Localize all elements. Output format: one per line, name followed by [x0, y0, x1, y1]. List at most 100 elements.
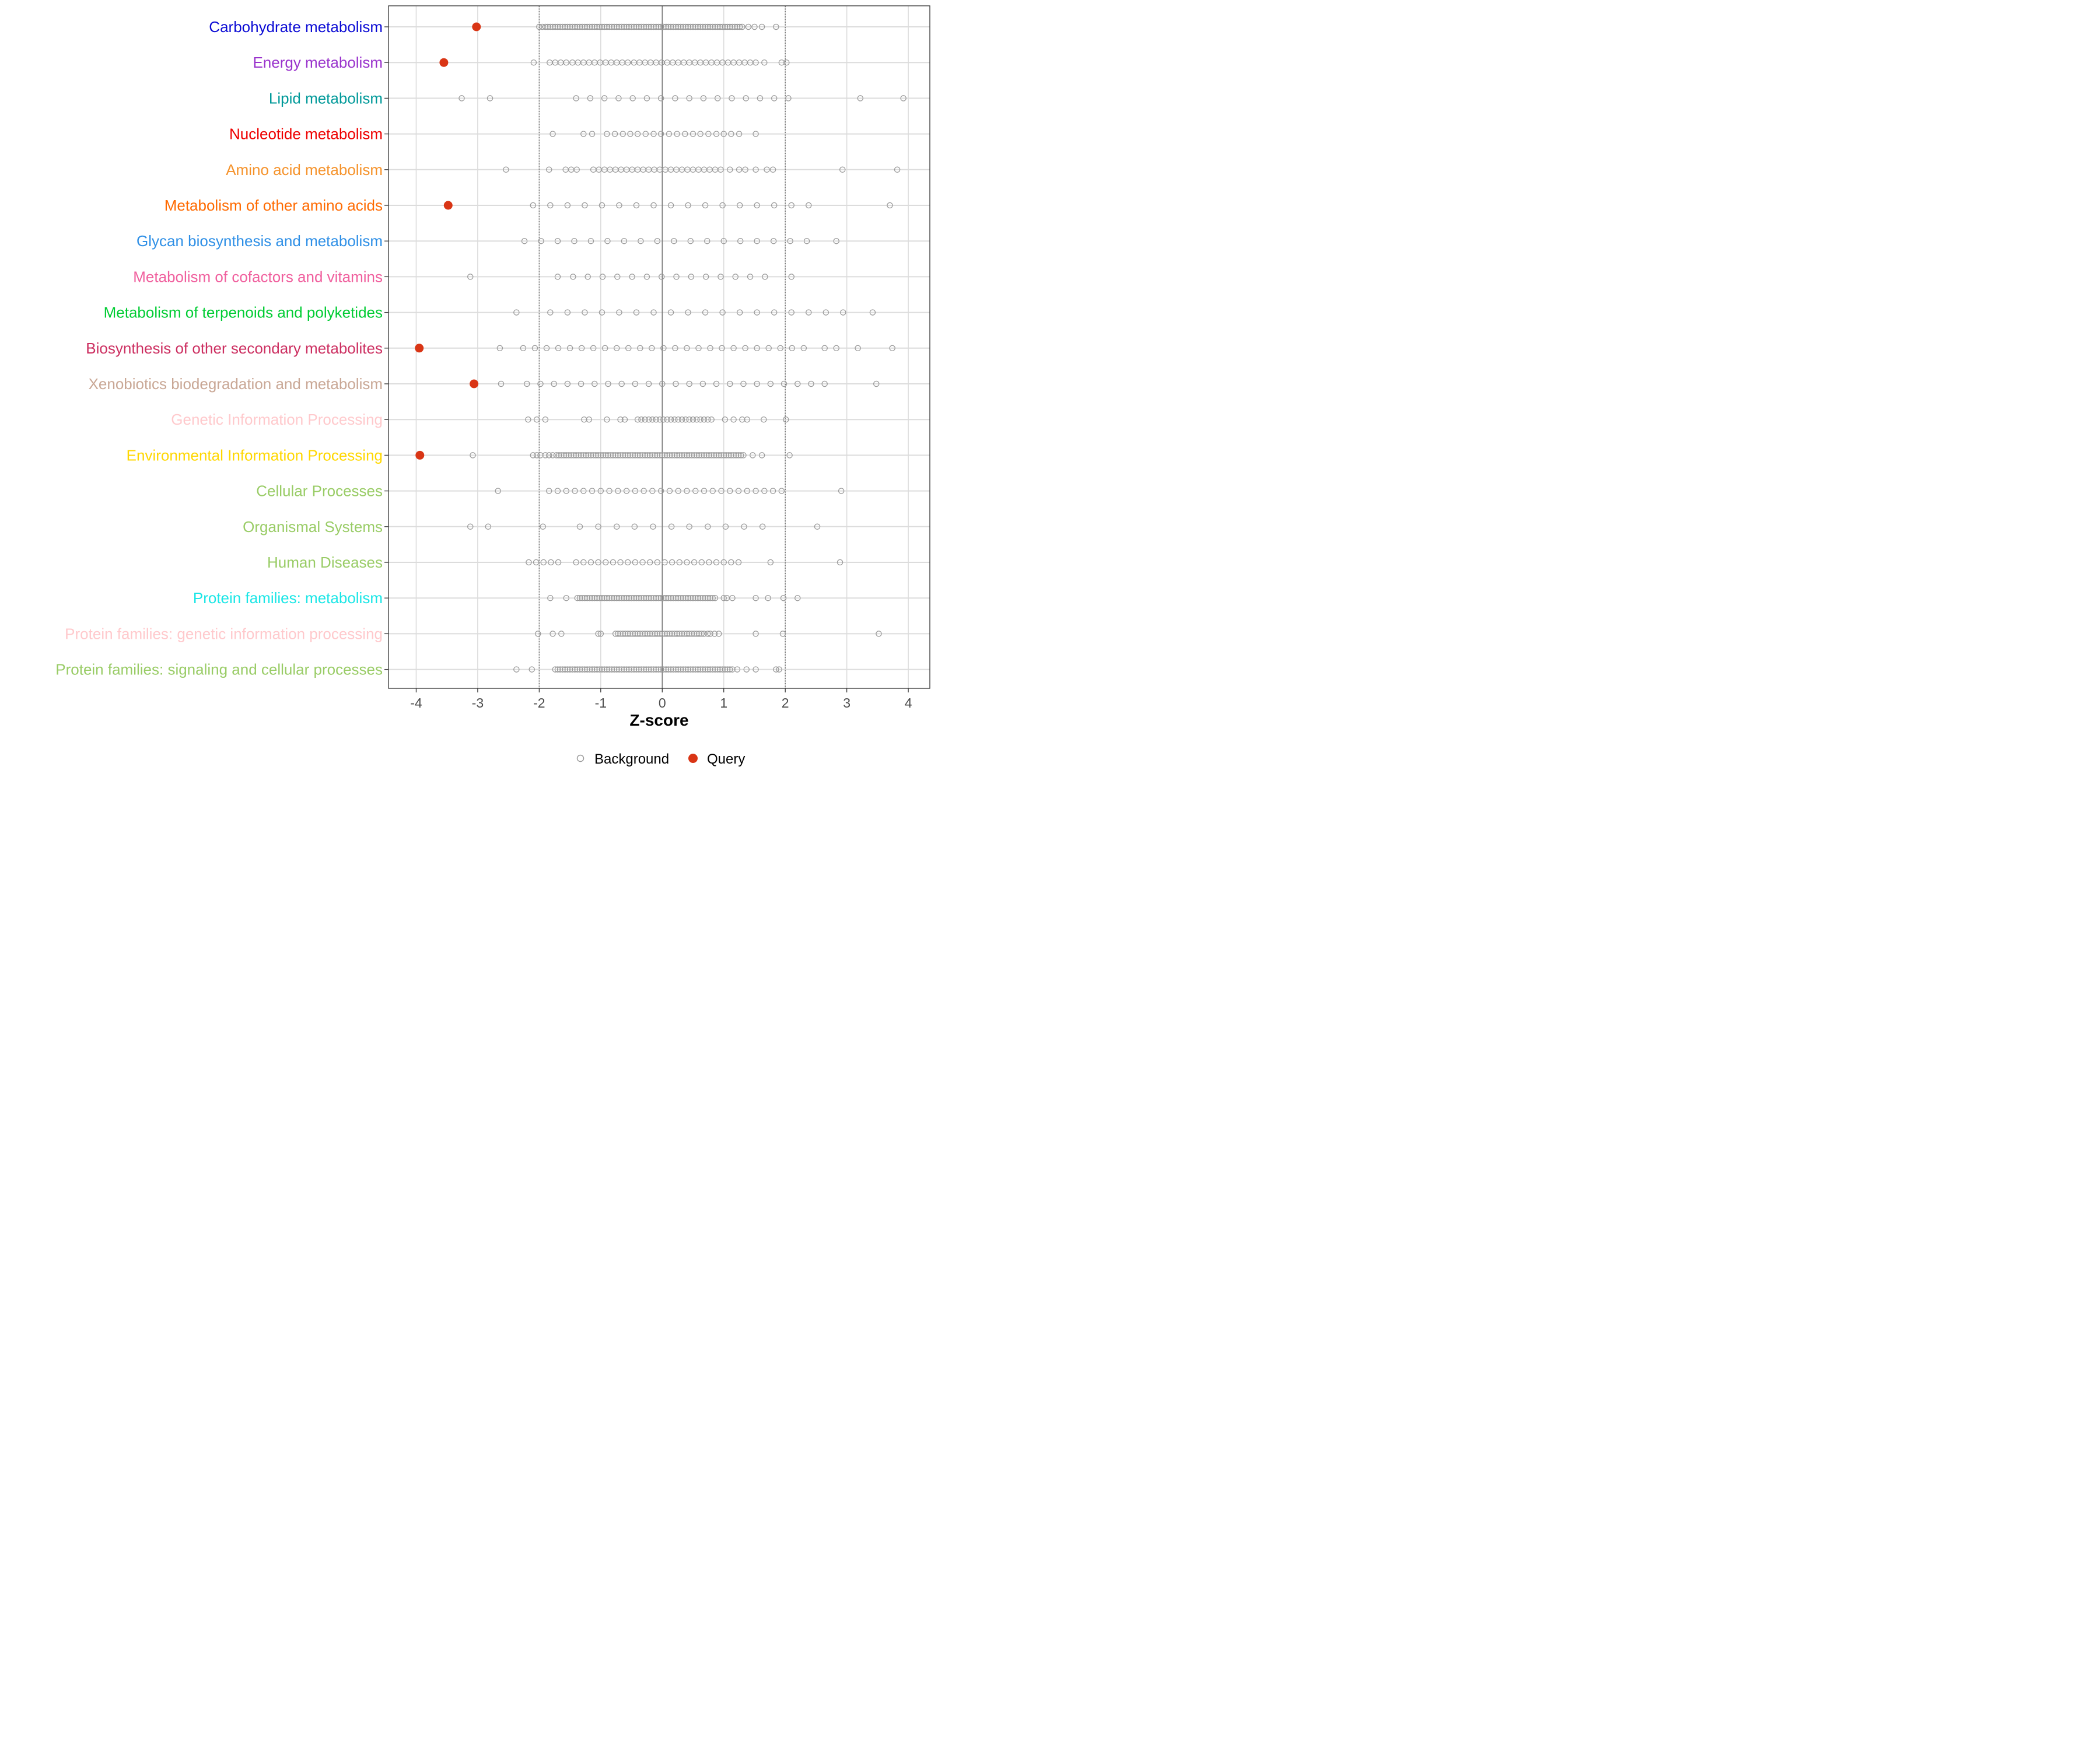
background-point: [729, 594, 736, 601]
background-point: [808, 380, 814, 387]
background-point: [635, 594, 642, 601]
background-point: [761, 59, 768, 66]
background-point: [578, 345, 585, 352]
background-point: [564, 666, 571, 673]
background-point: [754, 309, 760, 316]
background-point: [764, 166, 770, 173]
background-point: [681, 452, 688, 459]
background-point: [765, 345, 772, 352]
background-point: [596, 594, 603, 601]
background-point: [618, 380, 625, 387]
background-point: [582, 309, 588, 316]
background-point: [723, 452, 730, 459]
background-point: [604, 237, 611, 244]
background-point: [729, 23, 736, 30]
background-point: [762, 274, 768, 280]
background-point: [739, 416, 746, 423]
background-point: [620, 131, 626, 137]
background-point: [671, 452, 678, 459]
background-point: [655, 666, 662, 673]
background-point: [674, 452, 680, 459]
background-point: [563, 488, 570, 494]
background-point: [644, 452, 651, 459]
background-point: [686, 631, 692, 637]
background-point: [670, 23, 677, 30]
background-point: [467, 274, 474, 280]
background-point: [686, 95, 692, 102]
background-point: [710, 452, 718, 459]
background-point: [788, 202, 794, 209]
background-point: [698, 452, 705, 459]
background-point: [498, 380, 505, 387]
background-point: [718, 274, 724, 280]
background-point: [643, 594, 650, 601]
background-point: [722, 23, 729, 30]
background-point: [803, 237, 810, 244]
background-point: [696, 452, 702, 459]
background-point: [618, 594, 625, 601]
background-point: [603, 559, 609, 566]
background-point: [645, 23, 652, 30]
background-point: [743, 95, 749, 102]
background-point: [589, 131, 596, 137]
background-point: [620, 631, 626, 637]
background-point: [722, 666, 729, 673]
background-point: [550, 23, 556, 30]
background-point: [730, 416, 737, 423]
background-point: [612, 452, 619, 459]
background-point: [900, 95, 907, 102]
background-point: [833, 237, 839, 244]
background-point: [750, 452, 756, 459]
background-point: [649, 416, 656, 423]
background-point: [587, 95, 594, 102]
background-point: [725, 452, 732, 459]
query-point: [472, 22, 481, 32]
background-point: [713, 559, 720, 566]
background-point: [556, 23, 564, 30]
z-score-dot-plot: -4 -3 -2 -1 0 1 2 3 4 Carbohydrate metabolism Ene…: [55, 5, 930, 767]
background-point: [632, 631, 639, 637]
background-point: [692, 488, 699, 494]
background-point: [699, 666, 706, 673]
background-point: [648, 23, 654, 30]
plot-panel: [388, 5, 930, 689]
background-point: [576, 666, 583, 673]
background-point: [743, 666, 750, 673]
background-point: [697, 131, 704, 137]
background-point: [730, 452, 737, 459]
background-point: [678, 416, 685, 423]
background-point: [620, 452, 626, 459]
background-point: [548, 559, 554, 566]
background-point: [606, 666, 612, 673]
background-point: [533, 416, 540, 423]
background-point: [675, 488, 681, 494]
background-point: [752, 131, 759, 137]
background-point: [545, 452, 552, 459]
background-point: [668, 523, 675, 530]
background-point: [695, 23, 701, 30]
background-point: [613, 23, 620, 30]
background-point: [720, 131, 727, 137]
background-point: [596, 23, 603, 30]
background-point: [615, 631, 621, 637]
background-point: [564, 202, 571, 209]
background-point: [649, 345, 655, 352]
background-point: [675, 416, 681, 423]
background-point: [578, 452, 584, 459]
background-point: [650, 202, 657, 209]
background-point: [736, 309, 743, 316]
background-point: [617, 559, 624, 566]
background-point: [467, 523, 474, 530]
background-point: [727, 23, 733, 30]
background-point: [650, 309, 657, 316]
background-point: [690, 666, 696, 673]
background-point: [622, 452, 629, 459]
background-point: [779, 631, 786, 637]
background-point: [589, 23, 596, 30]
background-point: [727, 166, 733, 173]
background-point: [627, 131, 634, 137]
x-tick-label: 1: [720, 695, 727, 710]
background-point: [629, 452, 636, 459]
background-point: [752, 666, 759, 673]
background-point: [691, 559, 698, 566]
